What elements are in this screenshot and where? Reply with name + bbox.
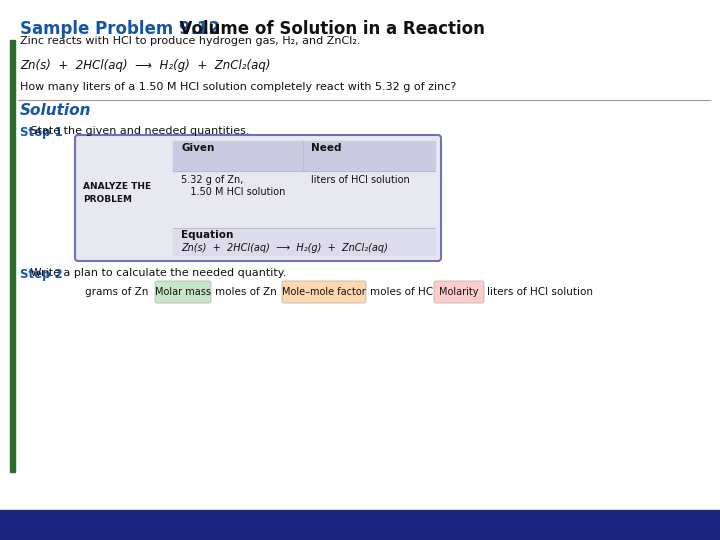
Text: grams of Zn: grams of Zn bbox=[85, 287, 148, 297]
Text: Mole–mole factor: Mole–mole factor bbox=[282, 287, 366, 297]
Text: Molarity: Molarity bbox=[439, 287, 479, 297]
FancyBboxPatch shape bbox=[75, 135, 441, 261]
Text: © 2016 Pearson Education, Inc.: © 2016 Pearson Education, Inc. bbox=[575, 521, 708, 530]
Text: liters of HCl solution: liters of HCl solution bbox=[311, 175, 410, 185]
Text: Volume of Solution in a Reaction: Volume of Solution in a Reaction bbox=[168, 20, 485, 38]
Text: Karen C. Timberlake: Karen C. Timberlake bbox=[12, 527, 97, 536]
Text: 1.50 M HCl solution: 1.50 M HCl solution bbox=[181, 187, 285, 197]
Bar bbox=[0, 510, 720, 540]
Text: State the given and needed quantities.: State the given and needed quantities. bbox=[20, 126, 250, 136]
Text: 5.32 g of Zn,: 5.32 g of Zn, bbox=[181, 175, 243, 185]
Text: Need: Need bbox=[311, 143, 341, 153]
Text: ANALYZE THE
PROBLEM: ANALYZE THE PROBLEM bbox=[83, 183, 151, 204]
Bar bbox=[10, 40, 15, 472]
Text: Given: Given bbox=[181, 143, 215, 153]
Text: Zn(s)  +  2HCl(aq)  ⟶  H₂(g)  +  ZnCl₂(aq): Zn(s) + 2HCl(aq) ⟶ H₂(g) + ZnCl₂(aq) bbox=[20, 59, 271, 72]
Text: Step 2: Step 2 bbox=[20, 268, 63, 281]
Text: moles of Zn: moles of Zn bbox=[215, 287, 276, 297]
Text: Solution: Solution bbox=[20, 103, 91, 118]
Text: Write a plan to calculate the needed quantity.: Write a plan to calculate the needed qua… bbox=[20, 268, 287, 278]
FancyBboxPatch shape bbox=[155, 281, 211, 303]
Text: How many liters of a 1.50 M HCl solution completely react with 5.32 g of zinc?: How many liters of a 1.50 M HCl solution… bbox=[20, 82, 456, 92]
Text: Zn(s)  +  2HCl(aq)  ⟶  H₂(g)  +  ZnCl₂(aq): Zn(s) + 2HCl(aq) ⟶ H₂(g) + ZnCl₂(aq) bbox=[181, 243, 388, 253]
Text: Equation: Equation bbox=[181, 230, 233, 240]
Text: Step 1: Step 1 bbox=[20, 126, 63, 139]
FancyBboxPatch shape bbox=[282, 281, 366, 303]
Text: Zinc reacts with HCl to produce hydrogen gas, H₂, and ZnCl₂.: Zinc reacts with HCl to produce hydrogen… bbox=[20, 36, 361, 46]
Bar bbox=[173, 228, 435, 255]
FancyBboxPatch shape bbox=[434, 281, 484, 303]
Text: moles of HCl: moles of HCl bbox=[370, 287, 436, 297]
Text: Sample Problem 9.12: Sample Problem 9.12 bbox=[20, 20, 220, 38]
Text: Molar mass: Molar mass bbox=[155, 287, 211, 297]
Text: liters of HCl solution: liters of HCl solution bbox=[487, 287, 593, 297]
Bar bbox=[173, 141, 435, 171]
Text: General, Organic, and Biological Chemistry: Structures of Life, 5/e: General, Organic, and Biological Chemist… bbox=[12, 516, 289, 525]
